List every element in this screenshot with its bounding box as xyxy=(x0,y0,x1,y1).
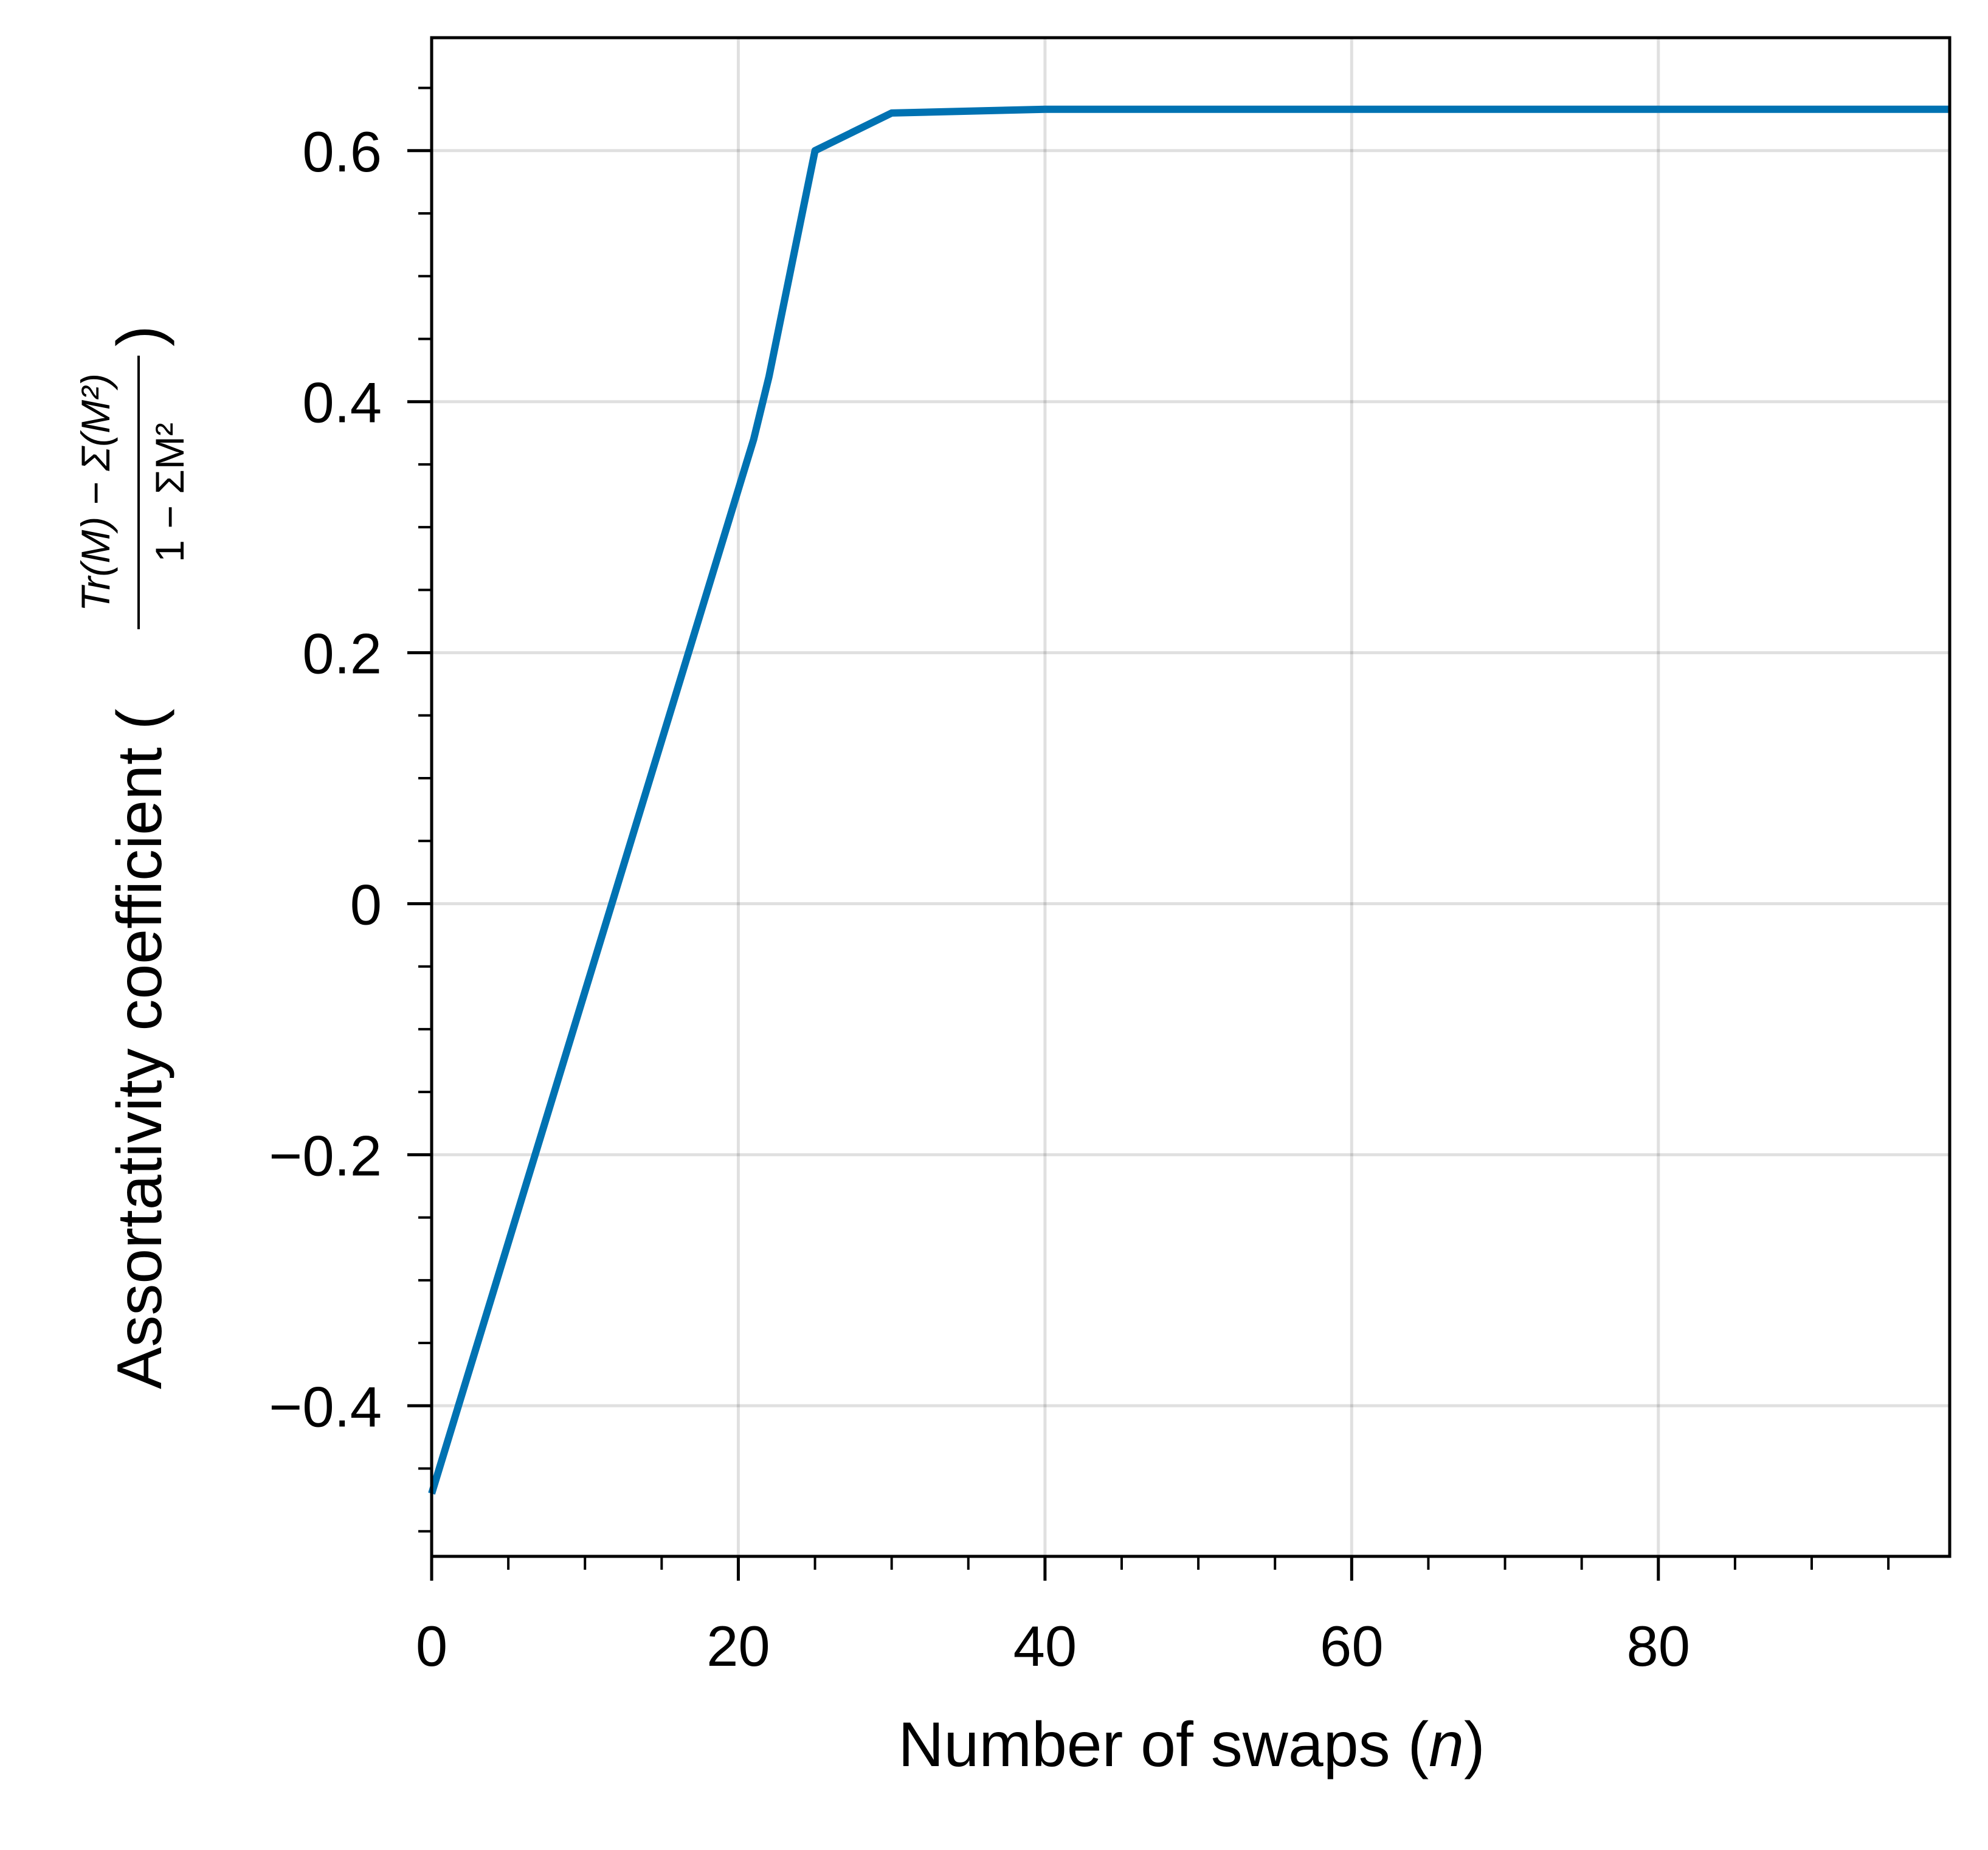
y-tick-label: 0.2 xyxy=(302,622,382,686)
series-layer xyxy=(428,105,1950,1495)
x-axis: 0 20 40 60 80 xyxy=(416,1556,1890,1678)
x-tick-label: 0 xyxy=(416,1614,447,1678)
y-axis-title-close: ) xyxy=(105,325,175,347)
x-tick-label: 20 xyxy=(706,1614,770,1678)
y-tick-label: 0.4 xyxy=(302,371,382,435)
y-tick-label: 0.6 xyxy=(302,120,382,184)
plot-frame xyxy=(430,36,1952,1558)
x-tick-label: 80 xyxy=(1626,1614,1690,1678)
x-axis-title: Number of swaps (n) xyxy=(898,1710,1485,1780)
y-tick-label: −0.4 xyxy=(269,1375,382,1438)
y-axis-title-numerator: Tr(M) − Σ(M²) xyxy=(73,373,118,612)
grid xyxy=(430,38,1950,1556)
series-line xyxy=(428,105,1950,1495)
y-axis-title-main: Assortativity coefficient ( xyxy=(105,708,175,1389)
x-tick-label: 60 xyxy=(1320,1614,1384,1678)
x-tick-label: 40 xyxy=(1013,1614,1077,1678)
y-tick-label: 0 xyxy=(350,872,382,936)
y-axis-title-denominator: 1 − ΣM² xyxy=(147,423,192,562)
y-tick-label: −0.2 xyxy=(269,1123,382,1187)
y-axis-title: Assortativity coefficient ( Tr(M) − Σ(M²… xyxy=(73,325,192,1389)
x-axis-title-variable: n xyxy=(1429,1710,1464,1780)
x-axis-title-close: ) xyxy=(1464,1710,1485,1780)
x-axis-title-main: Number of swaps ( xyxy=(898,1710,1429,1780)
y-axis: −0.4 −0.2 0 0.2 0.4 0.6 xyxy=(269,86,432,1533)
